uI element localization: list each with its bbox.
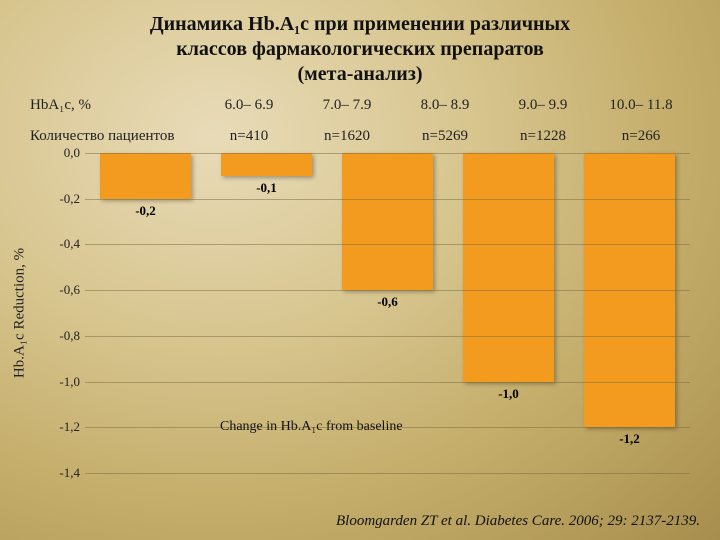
title-line: (мета-анализ) [297,63,422,85]
chart-caption: Change in Hb.A₁c from baseline [220,419,403,435]
grid-line [85,473,690,474]
bar-slot: -0,2 [85,153,206,473]
n-cell: n=5269 [396,128,494,145]
n-cell: n=1228 [494,128,592,145]
header-row-ranges: HbA₁c, % 6.0– 6.97.0– 7.98.0– 8.99.0– 9.… [0,93,720,114]
y-tick-label: -0,4 [45,236,80,252]
n-cell: n=410 [200,128,298,145]
y-tick-label: -1,2 [45,419,80,435]
grid-line [85,153,690,154]
chart-area: Hb.A₁c Reduction, % -0,2-0,1-0,6-1,0-1,2… [30,153,690,473]
grid-line [85,290,690,291]
chart-title: Динамика Hb.A₁c при применении различных… [0,0,720,87]
bar-value-label: -1,0 [498,386,519,402]
n-cell: n=1620 [298,128,396,145]
bar-slot: -1,0 [448,153,569,473]
range-cell: 8.0– 8.9 [396,97,494,114]
header-row-n: Количество пациентов n=410n=1620n=5269n=… [0,124,720,145]
hba1c-label: HbA₁c, % [30,97,200,114]
range-cell: 10.0– 11.8 [592,97,690,114]
y-tick-label: -0,8 [45,328,80,344]
bar-value-label: -0,1 [256,180,277,196]
range-cell: 9.0– 9.9 [494,97,592,114]
grid-line [85,244,690,245]
y-tick-label: 0,0 [45,145,80,161]
citation: Bloomgarden ZT et al. Diabetes Care. 200… [336,513,700,530]
y-tick-label: -1,0 [45,374,80,390]
bar [221,153,313,176]
grid-line [85,199,690,200]
bar [342,153,434,290]
range-cell: 7.0– 7.9 [298,97,396,114]
patients-label: Количество пациентов [30,128,200,145]
y-axis-label: Hb.A₁c Reduction, % [12,248,29,378]
grid-line [85,382,690,383]
y-tick-label: -1,4 [45,465,80,481]
bar [463,153,555,382]
grid-line [85,336,690,337]
bar-slot: -1,2 [569,153,690,473]
title-line: Динамика Hb.A₁c при применении различных [150,13,570,35]
bar-value-label: -0,6 [377,294,398,310]
y-tick-label: -0,2 [45,191,80,207]
range-cell: 6.0– 6.9 [200,97,298,114]
title-line: классов фармакологических препаратов [176,38,544,60]
bar-value-label: -0,2 [135,203,156,219]
y-tick-label: -0,6 [45,282,80,298]
n-cell: n=266 [592,128,690,145]
bar-value-label: -1,2 [619,431,640,447]
bar [100,153,192,199]
